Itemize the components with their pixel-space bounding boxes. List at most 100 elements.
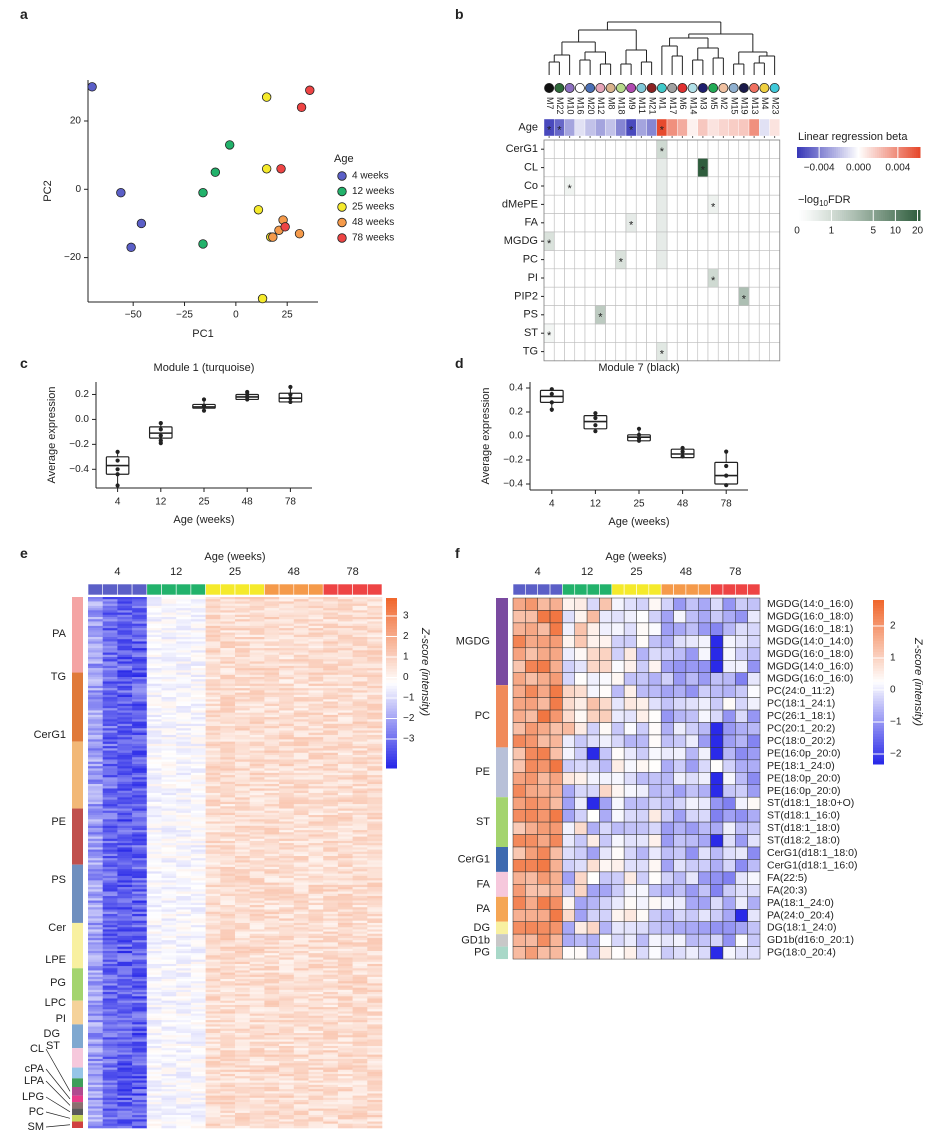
- heatmap-cell: [176, 981, 192, 984]
- heatmap-cell: [205, 994, 221, 997]
- heatmap-cell: [264, 1048, 280, 1051]
- heatmap-cell: [293, 935, 309, 939]
- heatmap-cell: [367, 784, 383, 787]
- heatmap-cell: [190, 766, 206, 769]
- heatmap-cell: [308, 599, 324, 602]
- heatmap-cell: [264, 1017, 280, 1021]
- heatmap-cell: [176, 1024, 192, 1027]
- heatmap-cell: [235, 830, 250, 833]
- heatmap-cell: [161, 840, 177, 844]
- heatmap-cell: [117, 639, 133, 642]
- heatmap-cell: [367, 719, 383, 722]
- fdr-cell: [605, 250, 617, 270]
- beta-legend-gradient: [829, 147, 833, 158]
- beta-legend-gradient: [821, 147, 825, 158]
- fdr-cell: [594, 250, 606, 270]
- heatmap-cell: [176, 730, 192, 734]
- heatmap-cell: [117, 1024, 133, 1027]
- heatmap-cell: [176, 815, 192, 818]
- heatmap-cell: [220, 659, 236, 662]
- heatmap-cell: [161, 721, 177, 725]
- heatmap-cell: [117, 597, 133, 600]
- heatmap-cell: [279, 654, 295, 658]
- heatmap-cell: [235, 630, 250, 633]
- heatmap-cell: [88, 625, 103, 629]
- heatmap-cell: [190, 963, 206, 967]
- heatmap-cell: [102, 916, 118, 919]
- heatmap-cell: [88, 1000, 103, 1004]
- heatmap-cell: [102, 862, 118, 865]
- heatmap-cell: [367, 694, 383, 698]
- heatmap-cell: [161, 987, 177, 991]
- heatmap-cell: [323, 900, 339, 904]
- heatmap-cell: [293, 677, 309, 680]
- heatmap-cell: [102, 821, 118, 824]
- heatmap-cell: [323, 1020, 339, 1023]
- heatmap-cell: [88, 703, 103, 707]
- heatmap-cell: [205, 961, 221, 965]
- heatmap-cell: [146, 712, 162, 716]
- heatmap-cell: [205, 634, 221, 638]
- heatmap-cell: [102, 1000, 118, 1004]
- heatmap-cell: [117, 959, 133, 963]
- fdr-cell: [748, 139, 760, 159]
- heatmap-cell: [88, 849, 103, 853]
- heatmap-cell: [88, 654, 103, 658]
- heatmap-cell: [308, 799, 324, 803]
- heatmap-cell: [117, 743, 133, 747]
- fdr-legend-gradient: [846, 210, 849, 221]
- fdr-cell: [728, 286, 740, 306]
- heatmap-cell: [235, 935, 250, 939]
- heatmap-cell: [352, 922, 368, 926]
- heatmap-cell: [308, 792, 324, 796]
- scatter-point: [305, 85, 315, 95]
- heatmap-cell: [235, 922, 250, 926]
- heatmap-cell: [190, 942, 206, 945]
- heatmap-cell: [117, 951, 133, 954]
- heatmap-cell: [102, 723, 118, 727]
- heatmap-cell: [132, 608, 148, 611]
- heatmap-cell: [352, 959, 368, 963]
- fdr-cell: [676, 268, 688, 288]
- heatmap-cell: [190, 959, 206, 963]
- heatmap-cell: [293, 717, 309, 720]
- heatmap-cell: [190, 1007, 206, 1010]
- heatmap-cell: [190, 701, 206, 705]
- heatmap-cell: [102, 948, 118, 952]
- heatmap-cell: [176, 766, 192, 769]
- heatmap-cell: [323, 909, 339, 913]
- heatmap-cell: [249, 670, 265, 673]
- fdr-cell: [553, 213, 565, 233]
- heatmap-cell: [367, 797, 383, 800]
- fdr-cell: [605, 305, 617, 325]
- heatmap-cell: [176, 654, 192, 658]
- heatmap-cell: [279, 1030, 295, 1034]
- heatmap-cell: [102, 1043, 118, 1047]
- heatmap-cell: [161, 1043, 177, 1047]
- heatmap-cell: [176, 770, 192, 774]
- heatmap-cell: [117, 775, 133, 778]
- heatmap-cell: [220, 732, 236, 736]
- heatmap-cell: [323, 1028, 339, 1032]
- fdr-cell: [564, 194, 576, 214]
- heatmap-cell: [220, 929, 236, 932]
- heatmap-cell: [367, 1007, 383, 1010]
- heatmap-cell: [102, 823, 118, 827]
- heatmap-cell: [102, 946, 118, 950]
- heatmap-cell: [249, 665, 265, 669]
- heatmap-cell: [249, 976, 265, 980]
- heatmap-cell: [293, 623, 309, 627]
- heatmap-cell: [176, 721, 192, 725]
- heatmap-cell: [220, 779, 236, 783]
- heatmap-cell: [337, 875, 353, 879]
- heatmap-cell: [308, 858, 324, 861]
- heatmap-cell: [190, 761, 206, 765]
- heatmap-cell: [146, 708, 162, 711]
- heatmap-cell: [352, 699, 368, 702]
- heatmap-cell: [146, 1050, 162, 1053]
- heatmap-cell: [220, 927, 236, 930]
- heatmap-cell: [205, 942, 221, 945]
- heatmap-cell: [205, 721, 221, 725]
- heatmap-cell: [323, 659, 339, 662]
- heatmap-cell: [235, 1017, 250, 1021]
